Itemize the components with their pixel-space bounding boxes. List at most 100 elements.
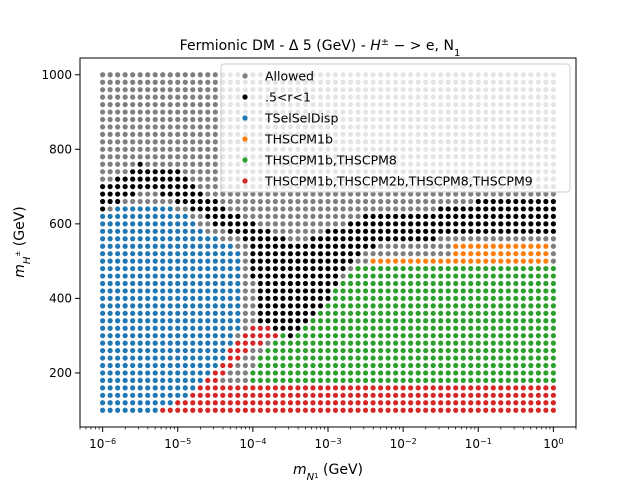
scatter-point xyxy=(122,109,128,115)
scatter-point xyxy=(265,206,271,212)
scatter-point xyxy=(227,236,233,242)
scatter-point xyxy=(160,362,166,369)
scatter-point xyxy=(475,355,481,361)
scatter-point xyxy=(205,109,211,115)
scatter-point xyxy=(152,318,158,324)
scatter-point xyxy=(332,333,339,339)
scatter-point xyxy=(528,370,534,376)
scatter-point xyxy=(145,109,151,115)
scatter-point xyxy=(385,228,391,234)
scatter-point xyxy=(302,310,309,316)
scatter-point xyxy=(385,355,391,361)
scatter-point xyxy=(468,333,474,339)
scatter-point xyxy=(468,407,474,413)
scatter-point xyxy=(272,280,279,287)
scatter-point xyxy=(445,400,451,406)
scatter-point xyxy=(483,191,489,197)
scatter-point xyxy=(438,362,444,369)
scatter-point xyxy=(220,243,226,249)
scatter-point xyxy=(137,310,143,316)
scatter-point xyxy=(250,333,256,339)
scatter-point xyxy=(227,333,233,339)
scatter-point xyxy=(272,228,279,234)
scatter-point xyxy=(550,213,556,220)
scatter-point xyxy=(430,251,436,257)
scatter-point xyxy=(145,407,151,413)
scatter-point xyxy=(370,400,376,406)
scatter-point xyxy=(355,325,361,331)
scatter-point xyxy=(145,347,151,354)
scatter-point xyxy=(220,325,226,331)
scatter-point xyxy=(287,280,294,287)
scatter-point xyxy=(520,347,526,354)
scatter-point xyxy=(325,355,331,361)
scatter-point xyxy=(332,198,339,205)
scatter-point xyxy=(347,392,354,398)
scatter-point xyxy=(317,258,324,264)
scatter-point xyxy=(528,318,534,324)
scatter-point xyxy=(190,131,196,138)
scatter-point xyxy=(325,213,331,220)
scatter-point xyxy=(453,236,459,242)
scatter-point xyxy=(362,400,369,406)
scatter-point xyxy=(205,146,211,152)
scatter-point xyxy=(295,392,301,398)
scatter-point xyxy=(505,303,511,309)
scatter-point xyxy=(107,221,113,227)
scatter-point xyxy=(182,236,188,242)
scatter-point xyxy=(355,310,361,316)
scatter-point xyxy=(408,385,414,391)
scatter-point xyxy=(190,243,196,249)
scatter-point xyxy=(460,243,466,249)
scatter-point xyxy=(543,347,549,354)
scatter-point xyxy=(242,407,248,413)
scatter-point xyxy=(393,191,399,197)
scatter-point xyxy=(490,377,496,384)
scatter-point xyxy=(400,273,406,279)
scatter-point xyxy=(513,206,519,212)
scatter-point xyxy=(197,124,203,130)
scatter-point xyxy=(340,377,346,384)
scatter-point xyxy=(145,191,151,197)
scatter-point xyxy=(197,295,203,302)
scatter-point xyxy=(325,228,331,234)
scatter-point xyxy=(145,228,151,234)
scatter-point xyxy=(250,370,256,376)
scatter-point xyxy=(205,154,211,160)
scatter-point xyxy=(430,400,436,406)
scatter-point xyxy=(295,265,301,272)
scatter-point xyxy=(445,362,451,369)
scatter-point xyxy=(332,407,339,413)
scatter-point xyxy=(317,377,324,384)
scatter-point xyxy=(325,265,331,272)
scatter-point xyxy=(370,377,376,384)
scatter-point xyxy=(235,206,241,212)
scatter-point xyxy=(295,273,301,279)
scatter-point xyxy=(115,333,121,339)
scatter-point xyxy=(535,303,541,309)
scatter-point xyxy=(460,191,466,197)
scatter-point xyxy=(475,213,481,220)
scatter-point xyxy=(325,370,331,376)
scatter-point xyxy=(310,191,316,197)
scatter-point xyxy=(408,295,414,302)
scatter-point xyxy=(423,273,429,279)
scatter-point xyxy=(302,392,309,398)
scatter-point xyxy=(520,213,526,220)
scatter-point xyxy=(212,295,218,302)
scatter-point xyxy=(347,191,354,197)
scatter-point xyxy=(295,377,301,384)
scatter-point xyxy=(145,370,151,376)
scatter-point xyxy=(287,370,294,376)
scatter-point xyxy=(115,295,121,302)
scatter-point xyxy=(212,355,218,361)
scatter-point xyxy=(167,131,173,138)
scatter-point xyxy=(145,295,151,302)
scatter-point xyxy=(190,109,196,115)
scatter-point xyxy=(160,94,166,100)
scatter-point xyxy=(100,325,106,331)
scatter-point xyxy=(438,347,444,354)
scatter-point xyxy=(182,198,188,205)
scatter-point xyxy=(145,236,151,242)
scatter-point xyxy=(175,385,181,391)
